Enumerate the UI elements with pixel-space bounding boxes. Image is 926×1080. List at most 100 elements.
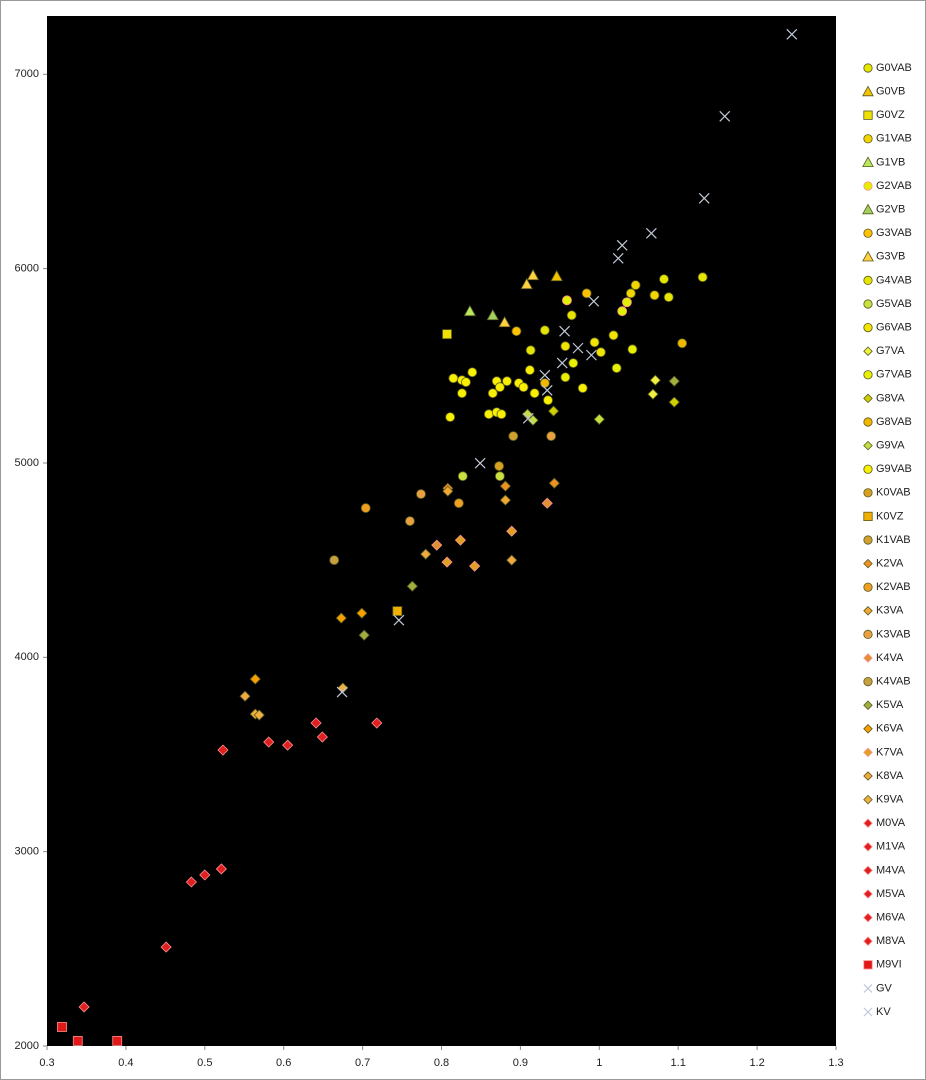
x-tick-label: 0.6: [276, 1057, 291, 1069]
point: [588, 295, 600, 307]
point: [518, 382, 529, 393]
point: [442, 485, 454, 497]
point: [611, 363, 622, 374]
point: [463, 304, 477, 317]
legend-marker: [863, 865, 873, 876]
legend-marker: [863, 676, 873, 687]
point: [316, 731, 328, 743]
point: [494, 461, 504, 471]
x-tick-label: 0.7: [355, 1057, 370, 1069]
point: [441, 556, 453, 568]
y-tick-label: 3000: [15, 846, 39, 858]
legend-marker: [862, 156, 874, 167]
y-tick-label: 6000: [15, 263, 39, 275]
legend-label: KV: [876, 1006, 891, 1018]
point: [547, 405, 560, 417]
point: [529, 388, 540, 399]
legend-label: M9VI: [876, 959, 902, 971]
point: [527, 414, 539, 426]
point: [539, 369, 551, 381]
point: [310, 717, 322, 729]
legend-marker: [863, 228, 873, 238]
point: [453, 498, 464, 509]
legend-label: G8VA: [876, 392, 905, 404]
point: [282, 739, 294, 751]
x-tick-label: 1.2: [749, 1057, 764, 1069]
point: [487, 388, 498, 399]
point: [546, 431, 557, 442]
x-tick-label: 0.4: [118, 1057, 133, 1069]
point: [697, 272, 708, 283]
legend-label: K1VAB: [876, 534, 911, 546]
point: [502, 376, 512, 387]
legend-label: K6VA: [876, 723, 904, 735]
legend-label: G0VB: [876, 86, 905, 98]
legend-marker: [863, 724, 873, 734]
point: [445, 412, 456, 423]
legend-label: K4VA: [876, 652, 904, 664]
legend-marker: [862, 250, 874, 262]
point: [560, 341, 571, 352]
legend-label: M1VA: [876, 841, 906, 853]
point: [520, 277, 533, 290]
point: [577, 383, 588, 394]
point: [524, 365, 535, 375]
legend-label: G2VB: [876, 204, 905, 216]
legend-label: G3VB: [876, 251, 905, 263]
point: [786, 28, 798, 40]
point: [506, 554, 518, 566]
point: [454, 534, 467, 546]
point: [474, 457, 486, 469]
legend-marker: [863, 322, 873, 333]
point: [560, 372, 571, 383]
point: [356, 607, 368, 619]
point: [572, 342, 584, 354]
legend-marker: [863, 629, 873, 640]
legend-marker: [863, 818, 873, 828]
point: [57, 1022, 67, 1032]
legend-marker: [863, 936, 873, 946]
legend-label: M8VA: [876, 935, 906, 947]
x-tick-label: 0.5: [197, 1057, 212, 1069]
point: [469, 560, 481, 572]
point: [526, 268, 540, 281]
point: [496, 409, 507, 420]
legend-marker: [863, 275, 873, 285]
plot-area: [47, 16, 836, 1046]
y-tick-label: 4000: [15, 651, 39, 663]
legend-marker: [863, 63, 873, 73]
point: [506, 525, 518, 537]
legend-marker: [863, 653, 873, 663]
point: [541, 497, 553, 509]
legend-marker: [863, 700, 873, 710]
point: [649, 290, 660, 301]
legend-label: K2VA: [876, 558, 904, 570]
legend-marker: [863, 771, 873, 781]
point: [677, 338, 688, 349]
point: [448, 373, 459, 384]
point: [719, 110, 731, 122]
point: [494, 382, 505, 393]
legend-marker: [863, 960, 873, 970]
legend-label: K7VA: [876, 746, 904, 758]
point: [160, 941, 172, 953]
point: [461, 377, 471, 388]
legend-label: G9VAB: [876, 463, 912, 475]
legend-label: K3VA: [876, 605, 904, 617]
point: [336, 686, 348, 698]
point: [625, 288, 636, 299]
legend-marker: [863, 842, 873, 852]
point: [457, 471, 468, 482]
legend-label: G9VA: [876, 440, 905, 452]
legend-marker: [863, 488, 873, 498]
legend-marker: [863, 794, 873, 805]
legend-label: G6VAB: [876, 322, 912, 334]
point: [335, 612, 347, 624]
point: [698, 192, 710, 204]
legend-marker: [863, 535, 873, 545]
point: [622, 297, 632, 308]
point: [548, 477, 560, 489]
x-tick-label: 0.3: [39, 1057, 54, 1069]
legend-label: M6VA: [876, 912, 906, 924]
legend-label: G2VAB: [876, 180, 912, 192]
